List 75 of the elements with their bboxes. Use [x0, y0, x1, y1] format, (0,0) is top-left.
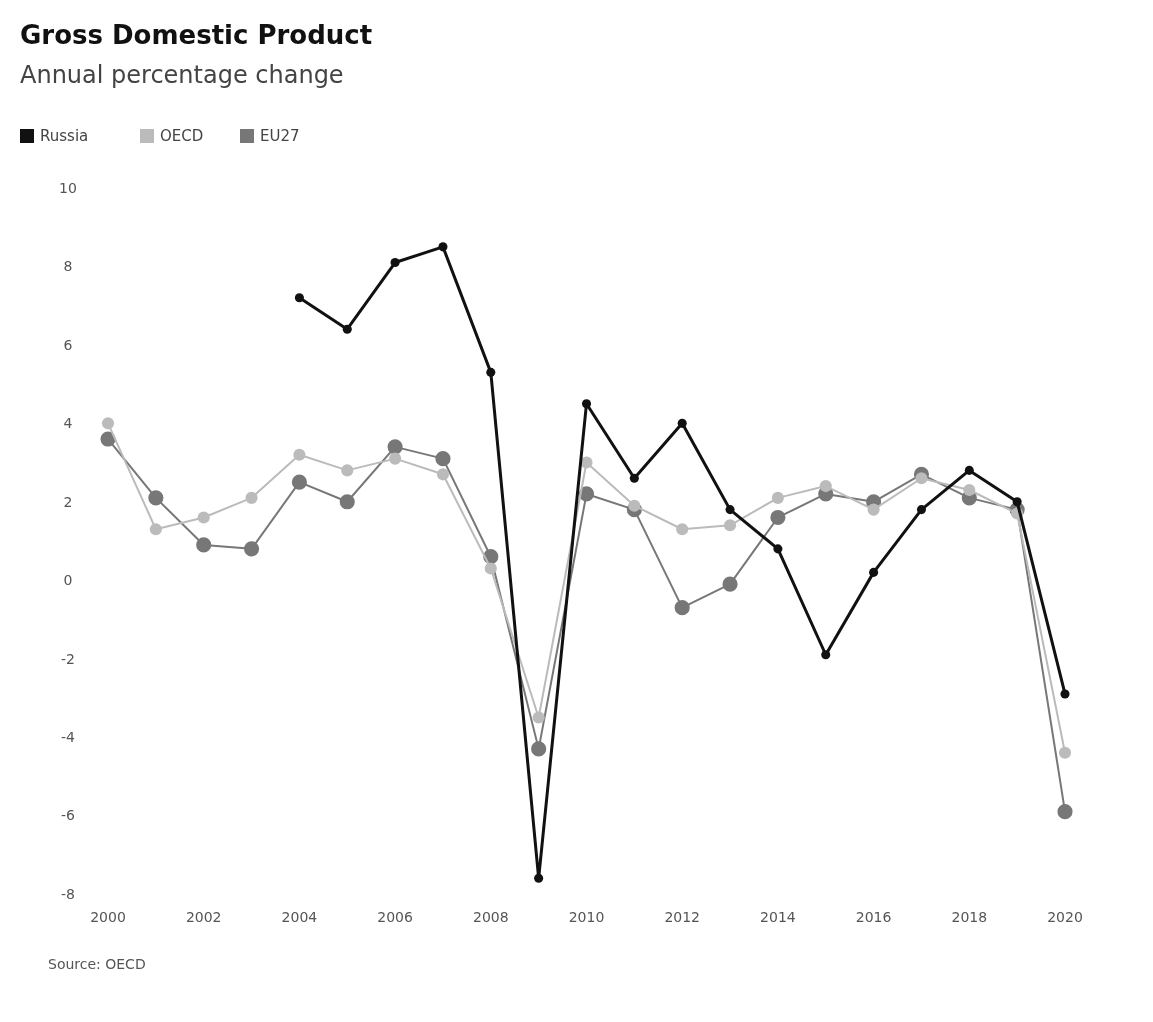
point: [149, 523, 162, 536]
legend-label: EU27: [260, 127, 300, 145]
point: [341, 464, 354, 477]
y-tick-label: -4: [61, 729, 76, 746]
point: [915, 472, 928, 485]
point: [628, 499, 641, 512]
point: [294, 293, 304, 303]
y-tick-label: 10: [59, 179, 77, 196]
point: [245, 491, 258, 504]
point: [342, 324, 352, 334]
point: [964, 465, 974, 475]
chart-subtitle: Annual percentage change: [20, 61, 344, 89]
source-note: Source: OECD: [48, 956, 146, 972]
point: [390, 257, 400, 268]
x-tick-label: 2000: [90, 909, 126, 925]
y-tick-label: 6: [63, 336, 73, 353]
point: [148, 490, 164, 506]
x-tick-label: 2018: [951, 909, 988, 925]
y-tick-label: -2: [61, 650, 75, 667]
point: [722, 576, 738, 592]
x-tick-label: 2008: [472, 909, 509, 925]
point: [723, 519, 737, 532]
x-tick-label: 2014: [760, 909, 796, 925]
point: [534, 873, 544, 883]
point: [435, 451, 451, 467]
point: [387, 439, 403, 455]
x-tick-label: 2006: [377, 909, 413, 925]
chart-title: Gross Domestic Product: [20, 20, 373, 50]
point: [1012, 497, 1022, 507]
y-tick-label: -8: [61, 885, 75, 902]
point: [916, 505, 926, 515]
point: [629, 473, 639, 483]
point: [869, 567, 879, 577]
point: [531, 741, 547, 757]
point: [867, 503, 880, 516]
point: [773, 544, 783, 554]
point: [101, 417, 115, 430]
y-tick-label: 2: [63, 493, 73, 510]
y-tick-label: 4: [63, 415, 73, 432]
x-tick-label: 2016: [855, 909, 892, 925]
x-tick-label: 2020: [1047, 909, 1083, 925]
point: [436, 468, 450, 481]
point: [243, 541, 260, 557]
y-tick-label: 8: [63, 258, 73, 275]
x-tick-label: 2012: [664, 909, 701, 925]
point: [291, 474, 307, 490]
point: [1058, 746, 1072, 759]
point: [197, 511, 210, 524]
point: [484, 562, 497, 575]
point: [674, 600, 690, 616]
y-tick-label: 0: [63, 572, 73, 589]
x-tick-label: 2004: [281, 909, 318, 925]
point: [770, 509, 786, 526]
point: [1057, 804, 1073, 820]
point: [677, 418, 687, 428]
x-tick-label: 2010: [568, 909, 605, 925]
y-tick-label: -6: [61, 807, 76, 824]
point: [389, 452, 402, 465]
point: [725, 505, 735, 515]
point: [963, 483, 976, 497]
point: [819, 480, 832, 493]
point: [581, 399, 592, 409]
point: [486, 367, 496, 377]
point: [1060, 689, 1070, 699]
point: [676, 523, 689, 536]
legend-label: OECD: [160, 127, 204, 145]
legend-label: Russia: [40, 127, 89, 145]
point: [339, 494, 355, 510]
point: [771, 491, 784, 504]
point: [196, 537, 212, 553]
point: [532, 711, 545, 724]
x-tick-label: 2002: [185, 909, 222, 925]
point: [438, 242, 448, 252]
point: [821, 650, 831, 660]
point: [293, 448, 306, 461]
